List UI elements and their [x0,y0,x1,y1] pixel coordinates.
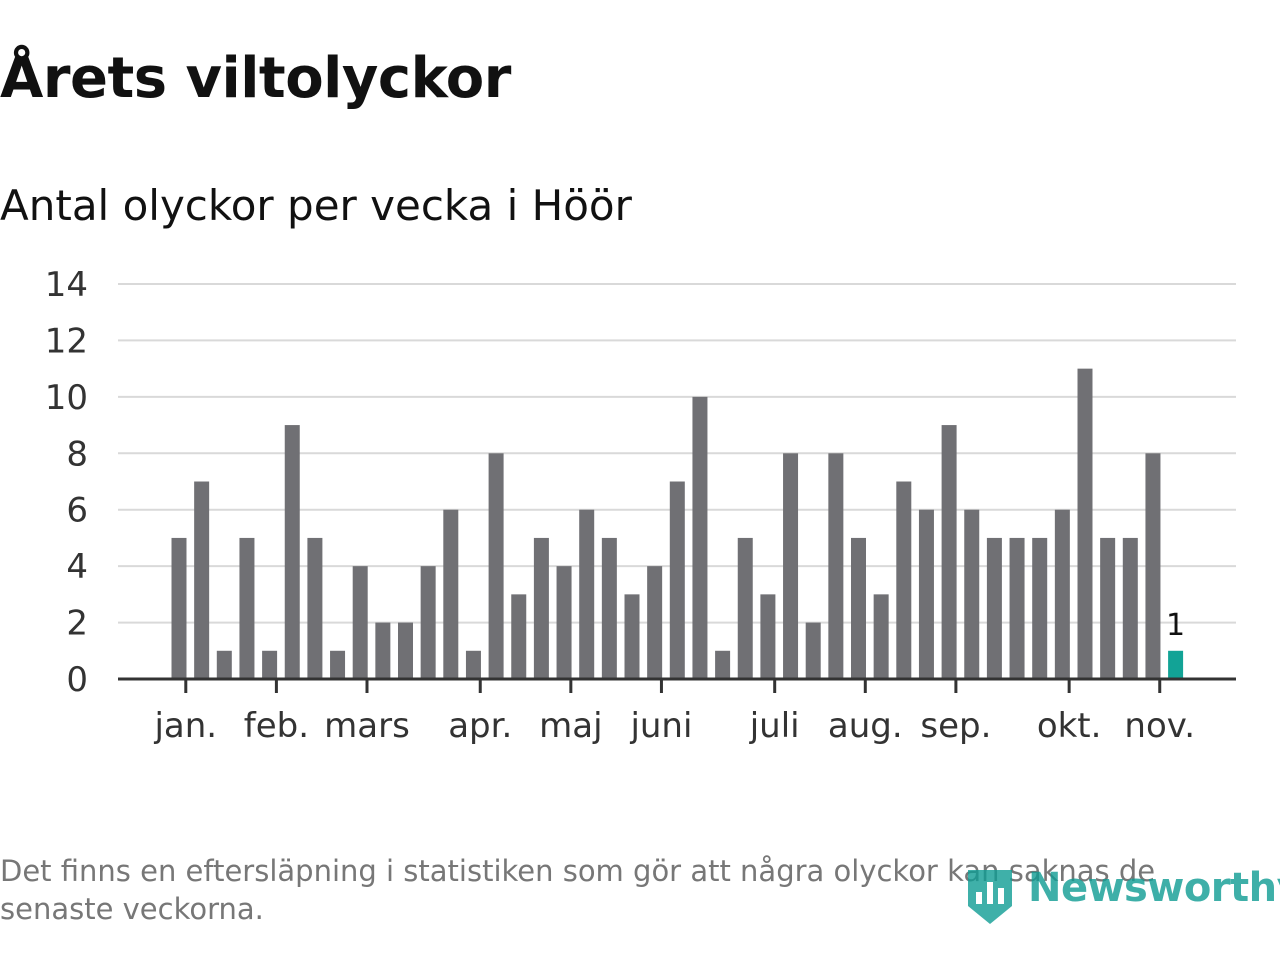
bar [1032,537,1048,679]
y-tick-label: 14 [45,265,88,305]
chart-subtitle: Antal olyckor per vecka i Höör [0,181,632,230]
bar-highlight [1168,650,1184,679]
bar [1009,537,1025,679]
x-tick-label: apr. [448,706,512,746]
bar [556,566,572,679]
bar [941,425,957,679]
bar [873,594,889,679]
bar [352,566,368,679]
bar [579,509,595,679]
x-axis-ticks: jan. feb. mars apr. maj juni juli aug. sep. okt. n… [153,679,1195,746]
x-tick-label: aug. [828,706,903,746]
bar [601,537,617,679]
bar [805,622,821,679]
y-axis-ticks: 0 2 4 6 8 10 12 14 [45,265,88,700]
y-tick-label: 12 [45,321,88,361]
bar [896,481,912,679]
y-tick-label: 10 [45,378,88,418]
y-tick-label: 2 [66,604,88,644]
newsworthy-logo-icon [968,870,1012,924]
chart-title: Årets viltolyckor [0,46,511,111]
bar [284,425,300,679]
bars [171,368,1184,679]
y-tick-label: 0 [66,660,88,700]
bar [760,594,776,679]
bar [1054,509,1070,679]
bar [239,537,255,679]
bar [443,509,459,679]
x-tick-label: feb. [244,706,309,746]
x-tick-label: sep. [920,706,991,746]
bar [828,453,844,679]
bar-chart: 0 2 4 6 8 10 12 14 jan. feb. mars apr. maj juni juli a… [45,265,1236,746]
bar [783,453,799,679]
bar [1100,537,1116,679]
bar [420,566,436,679]
bar [194,481,210,679]
y-tick-label: 6 [66,491,88,531]
x-tick-label: juli [749,706,800,746]
bar [511,594,527,679]
bar [307,537,323,679]
data-labels: 1 [1166,608,1185,643]
bar [715,650,731,679]
x-tick-label: nov. [1124,706,1195,746]
bar [1145,453,1161,679]
bar [692,396,708,679]
bar [737,537,753,679]
bar [465,650,481,679]
bar [647,566,663,679]
x-tick-label: okt. [1037,706,1102,746]
bar [398,622,413,679]
bar [375,622,391,679]
bar [986,537,1002,679]
footnote: Det finns en eftersläpning i statistiken… [0,854,1156,926]
bar [851,537,866,679]
y-tick-label: 8 [66,434,88,474]
bar [533,537,549,679]
bar-data-label: 1 [1166,608,1185,643]
bar [669,481,685,679]
bar [1077,368,1093,679]
x-tick-label: juni [629,706,692,746]
y-tick-label: 4 [66,547,88,587]
bar [216,650,232,679]
bar [171,537,187,679]
x-tick-label: maj [539,706,602,746]
x-tick-label: mars [324,706,410,746]
newsworthy-logo: Newsworthy [962,858,1280,930]
bar [488,453,504,679]
bar [964,509,980,679]
x-tick-label: jan. [153,706,217,746]
bar [262,650,278,679]
newsworthy-logo-text: Newsworthy [1028,865,1280,911]
bar [624,594,640,679]
bar [330,650,346,679]
bar [1122,537,1138,679]
bar [918,509,934,679]
